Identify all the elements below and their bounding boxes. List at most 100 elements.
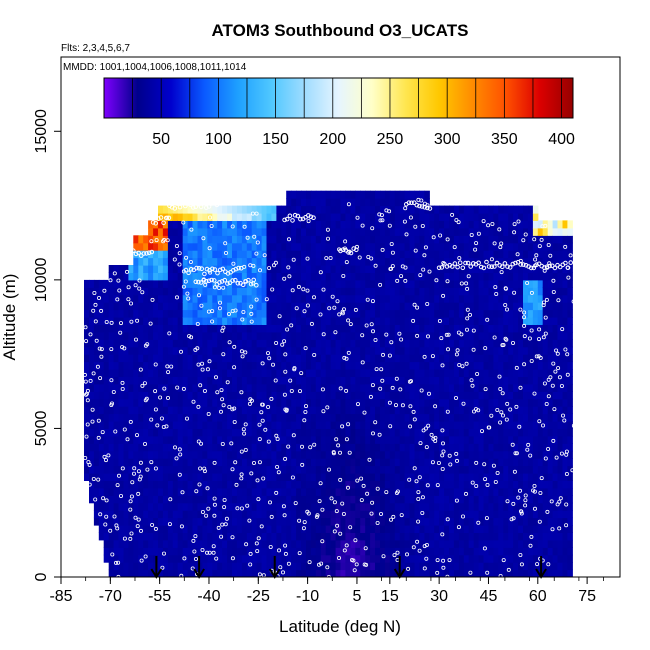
heatmap-cell bbox=[158, 510, 164, 519]
heatmap-cell bbox=[365, 569, 371, 577]
heatmap-cell bbox=[345, 487, 351, 496]
heatmap-cell bbox=[212, 294, 218, 303]
heatmap-cell bbox=[276, 369, 282, 377]
heatmap-cell bbox=[532, 473, 539, 481]
heatmap-cell bbox=[197, 502, 203, 511]
heatmap-cell bbox=[365, 435, 371, 444]
heatmap-cell bbox=[547, 331, 554, 340]
heatmap-cell bbox=[527, 517, 534, 526]
heatmap-cell bbox=[360, 354, 366, 363]
heatmap-cell bbox=[375, 339, 381, 348]
heatmap-cell bbox=[256, 250, 263, 259]
heatmap-cell bbox=[296, 383, 302, 392]
heatmap-cell bbox=[227, 517, 233, 526]
heatmap-cell bbox=[281, 487, 287, 496]
heatmap-cell bbox=[414, 487, 420, 496]
heatmap-cell bbox=[414, 562, 420, 571]
heatmap-cell bbox=[547, 354, 554, 363]
heatmap-cell bbox=[276, 443, 282, 452]
heatmap-cell bbox=[276, 227, 282, 236]
heatmap-cell bbox=[113, 339, 120, 348]
heatmap-cell bbox=[335, 517, 342, 526]
heatmap-cell bbox=[241, 525, 248, 533]
heatmap-cell bbox=[340, 220, 346, 229]
heatmap-cell bbox=[488, 428, 494, 437]
heatmap-cell bbox=[375, 309, 381, 318]
heatmap-cell bbox=[375, 220, 381, 229]
heatmap-cell bbox=[281, 547, 287, 556]
heatmap-cell bbox=[458, 346, 465, 355]
heatmap-cell bbox=[325, 443, 332, 452]
heatmap-cell bbox=[370, 235, 376, 244]
heatmap-cell bbox=[172, 331, 179, 340]
heatmap-cell bbox=[389, 554, 396, 563]
heatmap-cell bbox=[384, 450, 391, 459]
heatmap-cell bbox=[325, 294, 332, 303]
heatmap-cell bbox=[375, 198, 381, 207]
heatmap-cell bbox=[345, 525, 351, 533]
heatmap-cell bbox=[503, 272, 509, 281]
heatmap-cell bbox=[523, 257, 529, 266]
heatmap-cell bbox=[118, 287, 124, 296]
heatmap-cell bbox=[562, 413, 568, 422]
heatmap-cell bbox=[236, 525, 243, 533]
heatmap-cell bbox=[108, 398, 115, 407]
heatmap-cell bbox=[207, 435, 213, 444]
heatmap-cell bbox=[498, 302, 504, 311]
heatmap-cell bbox=[123, 554, 129, 563]
heatmap-cell bbox=[217, 324, 223, 333]
heatmap-cell bbox=[266, 510, 272, 519]
sample-point bbox=[393, 403, 398, 408]
heatmap-cell bbox=[232, 443, 238, 452]
heatmap-cell bbox=[212, 346, 218, 355]
heatmap-cell bbox=[404, 547, 411, 556]
heatmap-cell bbox=[310, 458, 317, 467]
heatmap-cell bbox=[399, 517, 406, 526]
heatmap-cell bbox=[306, 525, 312, 533]
heatmap-cell bbox=[498, 480, 504, 489]
heatmap-cell bbox=[483, 257, 489, 266]
heatmap-cell bbox=[419, 435, 425, 444]
heatmap-cell bbox=[177, 547, 184, 556]
heatmap-cell bbox=[542, 235, 549, 244]
heatmap-cell bbox=[409, 510, 416, 519]
heatmap-cell bbox=[508, 279, 514, 288]
heatmap-cell bbox=[527, 391, 534, 400]
heatmap-cell bbox=[177, 302, 184, 311]
heatmap-cell bbox=[503, 502, 509, 511]
heatmap-cell bbox=[167, 376, 174, 385]
heatmap-cell bbox=[315, 398, 322, 407]
heatmap-cell bbox=[488, 421, 494, 429]
heatmap-cell bbox=[478, 220, 485, 229]
heatmap-cell bbox=[365, 525, 371, 533]
heatmap-cell bbox=[192, 391, 198, 400]
sample-point bbox=[305, 303, 310, 308]
heatmap-cell bbox=[89, 287, 95, 296]
heatmap-cell bbox=[375, 369, 381, 377]
heatmap-cell bbox=[187, 502, 194, 511]
heatmap-cell bbox=[271, 539, 277, 548]
heatmap-cell bbox=[434, 465, 440, 474]
heatmap-cell bbox=[547, 317, 554, 325]
heatmap-cell bbox=[330, 346, 337, 355]
heatmap-cell bbox=[439, 458, 445, 467]
heatmap-cell bbox=[310, 287, 317, 296]
heatmap-cell bbox=[463, 487, 470, 496]
heatmap-cell bbox=[340, 198, 346, 207]
heatmap-cell bbox=[527, 554, 534, 563]
heatmap-cell bbox=[567, 369, 573, 377]
heatmap-cell bbox=[409, 302, 416, 311]
heatmap-cell bbox=[375, 354, 381, 363]
heatmap-cell bbox=[409, 250, 416, 259]
heatmap-cell bbox=[177, 346, 184, 355]
heatmap-cell bbox=[291, 487, 297, 496]
heatmap-cell bbox=[389, 391, 396, 400]
heatmap-cell bbox=[118, 502, 124, 511]
heatmap-cell bbox=[508, 428, 514, 437]
heatmap-cell bbox=[236, 354, 243, 363]
heatmap-cell bbox=[261, 317, 268, 325]
heatmap-cell bbox=[182, 398, 189, 407]
heatmap-cell bbox=[128, 480, 134, 489]
heatmap-cell bbox=[399, 435, 406, 444]
heatmap-cell bbox=[271, 383, 277, 392]
